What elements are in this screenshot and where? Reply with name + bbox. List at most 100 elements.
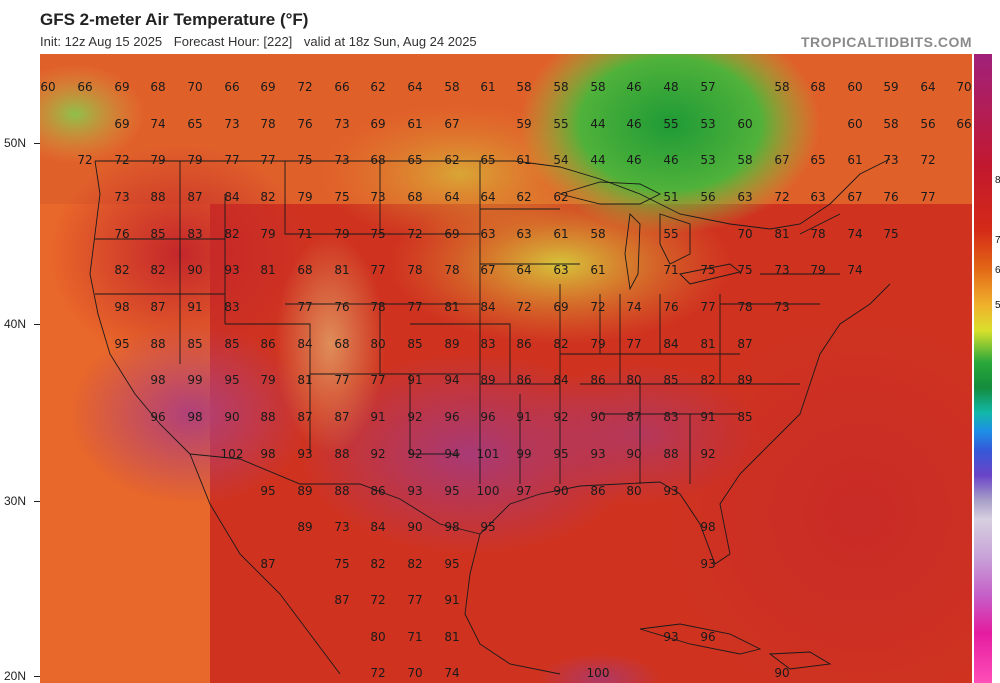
caribbean-hot xyxy=(540,654,660,683)
map-canvas: 60 66 69 68 70 66 69 72 66 62 64 58 61 58 58 58 46 48 57 58… xyxy=(40,54,972,683)
temperature-label: 85 xyxy=(407,337,422,351)
temperature-label: 90 xyxy=(553,484,568,498)
temperature-label: 98 xyxy=(150,373,165,387)
temperature-label: 58 xyxy=(590,227,605,241)
temperature-label: 69 xyxy=(553,300,568,314)
temperature-label: 98 xyxy=(444,520,459,534)
temperature-label: 90 xyxy=(224,410,239,424)
temperature-label: 88 xyxy=(334,447,349,461)
temperature-label: 87 xyxy=(737,337,752,351)
state-line-31 xyxy=(799,213,841,235)
temperature-label: 60 xyxy=(737,117,752,131)
temperature-label: 91 xyxy=(700,410,715,424)
temperature-label: 89 xyxy=(480,373,495,387)
temperature-label: 87 xyxy=(187,190,202,204)
temperature-label: 94 xyxy=(444,447,459,461)
temperature-label: 91 xyxy=(407,373,422,387)
color-scale-bar xyxy=(974,54,992,683)
temperature-label: 97 xyxy=(516,484,531,498)
temperature-label: 79 xyxy=(810,263,825,277)
temperature-label: 65 xyxy=(480,153,495,167)
temperature-label: 63 xyxy=(553,263,568,277)
temperature-label: 77 xyxy=(224,153,239,167)
temperature-label: 92 xyxy=(370,447,385,461)
cuba xyxy=(639,623,762,655)
temperature-label: 95 xyxy=(260,484,275,498)
temperature-label: 44 xyxy=(590,117,605,131)
temperature-label: 78 xyxy=(407,263,422,277)
temperature-label: 60 xyxy=(40,80,55,94)
temperature-label: 79 xyxy=(187,153,202,167)
temperature-label: 55 xyxy=(663,117,678,131)
temperature-label: 95 xyxy=(224,373,239,387)
temperature-label: 72 xyxy=(516,300,531,314)
temperature-label: 70 xyxy=(407,666,422,680)
temperature-label: 99 xyxy=(187,373,202,387)
temperature-label: 67 xyxy=(480,263,495,277)
temperature-label: 100 xyxy=(477,484,500,498)
temperature-label: 82 xyxy=(370,557,385,571)
temperature-label: 73 xyxy=(114,190,129,204)
temperature-label: 95 xyxy=(444,484,459,498)
state-line-5 xyxy=(225,323,311,454)
temperature-label: 62 xyxy=(516,190,531,204)
temperature-label: 92 xyxy=(407,447,422,461)
temperature-label: 78 xyxy=(260,117,275,131)
temperature-label: 62 xyxy=(553,190,568,204)
temperature-label: 63 xyxy=(516,227,531,241)
temperature-label: 61 xyxy=(553,227,568,241)
hispaniola xyxy=(768,651,832,670)
temperature-label: 81 xyxy=(444,300,459,314)
temperature-label: 66 xyxy=(77,80,92,94)
lake-huron xyxy=(659,213,691,265)
temperature-label: 58 xyxy=(590,80,605,94)
temperature-label: 72 xyxy=(370,666,385,680)
temperature-label: 62 xyxy=(370,80,385,94)
temperature-label: 53 xyxy=(700,153,715,167)
temperature-label: 95 xyxy=(114,337,129,351)
temperature-label: 69 xyxy=(260,80,275,94)
temperature-label: 84 xyxy=(663,337,678,351)
temperature-label: 68 xyxy=(150,80,165,94)
temperature-label: 79 xyxy=(334,227,349,241)
temperature-label: 88 xyxy=(260,410,275,424)
temperature-label: 93 xyxy=(663,484,678,498)
lat-label-20n: 20N xyxy=(4,669,41,683)
temperature-label: 82 xyxy=(553,337,568,351)
temperature-label: 82 xyxy=(114,263,129,277)
temperature-label: 72 xyxy=(774,190,789,204)
temperature-label: 63 xyxy=(810,190,825,204)
temperature-label: 78 xyxy=(737,300,752,314)
temperature-label: 91 xyxy=(370,410,385,424)
temperature-label: 69 xyxy=(444,227,459,241)
gulf-coast xyxy=(479,283,891,565)
temperature-label: 44 xyxy=(590,153,605,167)
temperature-label: 90 xyxy=(626,447,641,461)
temperature-label: 72 xyxy=(590,300,605,314)
forecast-hour: Forecast Hour: [222] xyxy=(173,34,293,49)
temperature-label: 81 xyxy=(774,227,789,241)
temperature-label: 61 xyxy=(407,117,422,131)
temperature-label: 73 xyxy=(774,300,789,314)
temperature-label: 92 xyxy=(407,410,422,424)
state-line-15 xyxy=(410,323,511,384)
temperature-label: 55 xyxy=(553,117,568,131)
temperature-label: 75 xyxy=(737,263,752,277)
temperature-label: 65 xyxy=(407,153,422,167)
temperature-label: 67 xyxy=(444,117,459,131)
lake-erie xyxy=(679,263,741,285)
temperature-label: 69 xyxy=(370,117,385,131)
temperature-label: 64 xyxy=(516,263,531,277)
rockies-mild xyxy=(275,234,385,454)
temperature-label: 78 xyxy=(370,300,385,314)
temperature-label: 72 xyxy=(114,153,129,167)
temperature-label: 77 xyxy=(407,593,422,607)
temperature-label: 63 xyxy=(737,190,752,204)
temperature-label: 96 xyxy=(150,410,165,424)
temperature-label: 73 xyxy=(883,153,898,167)
temperature-label: 66 xyxy=(956,117,971,131)
temperature-label: 72 xyxy=(297,80,312,94)
map-title: GFS 2-meter Air Temperature (°F) xyxy=(40,10,309,29)
temperature-map[interactable]: 60 66 69 68 70 66 69 72 66 62 64 58 61 58 58 58 46 48 57 58… xyxy=(40,54,972,683)
temperature-label: 79 xyxy=(260,227,275,241)
